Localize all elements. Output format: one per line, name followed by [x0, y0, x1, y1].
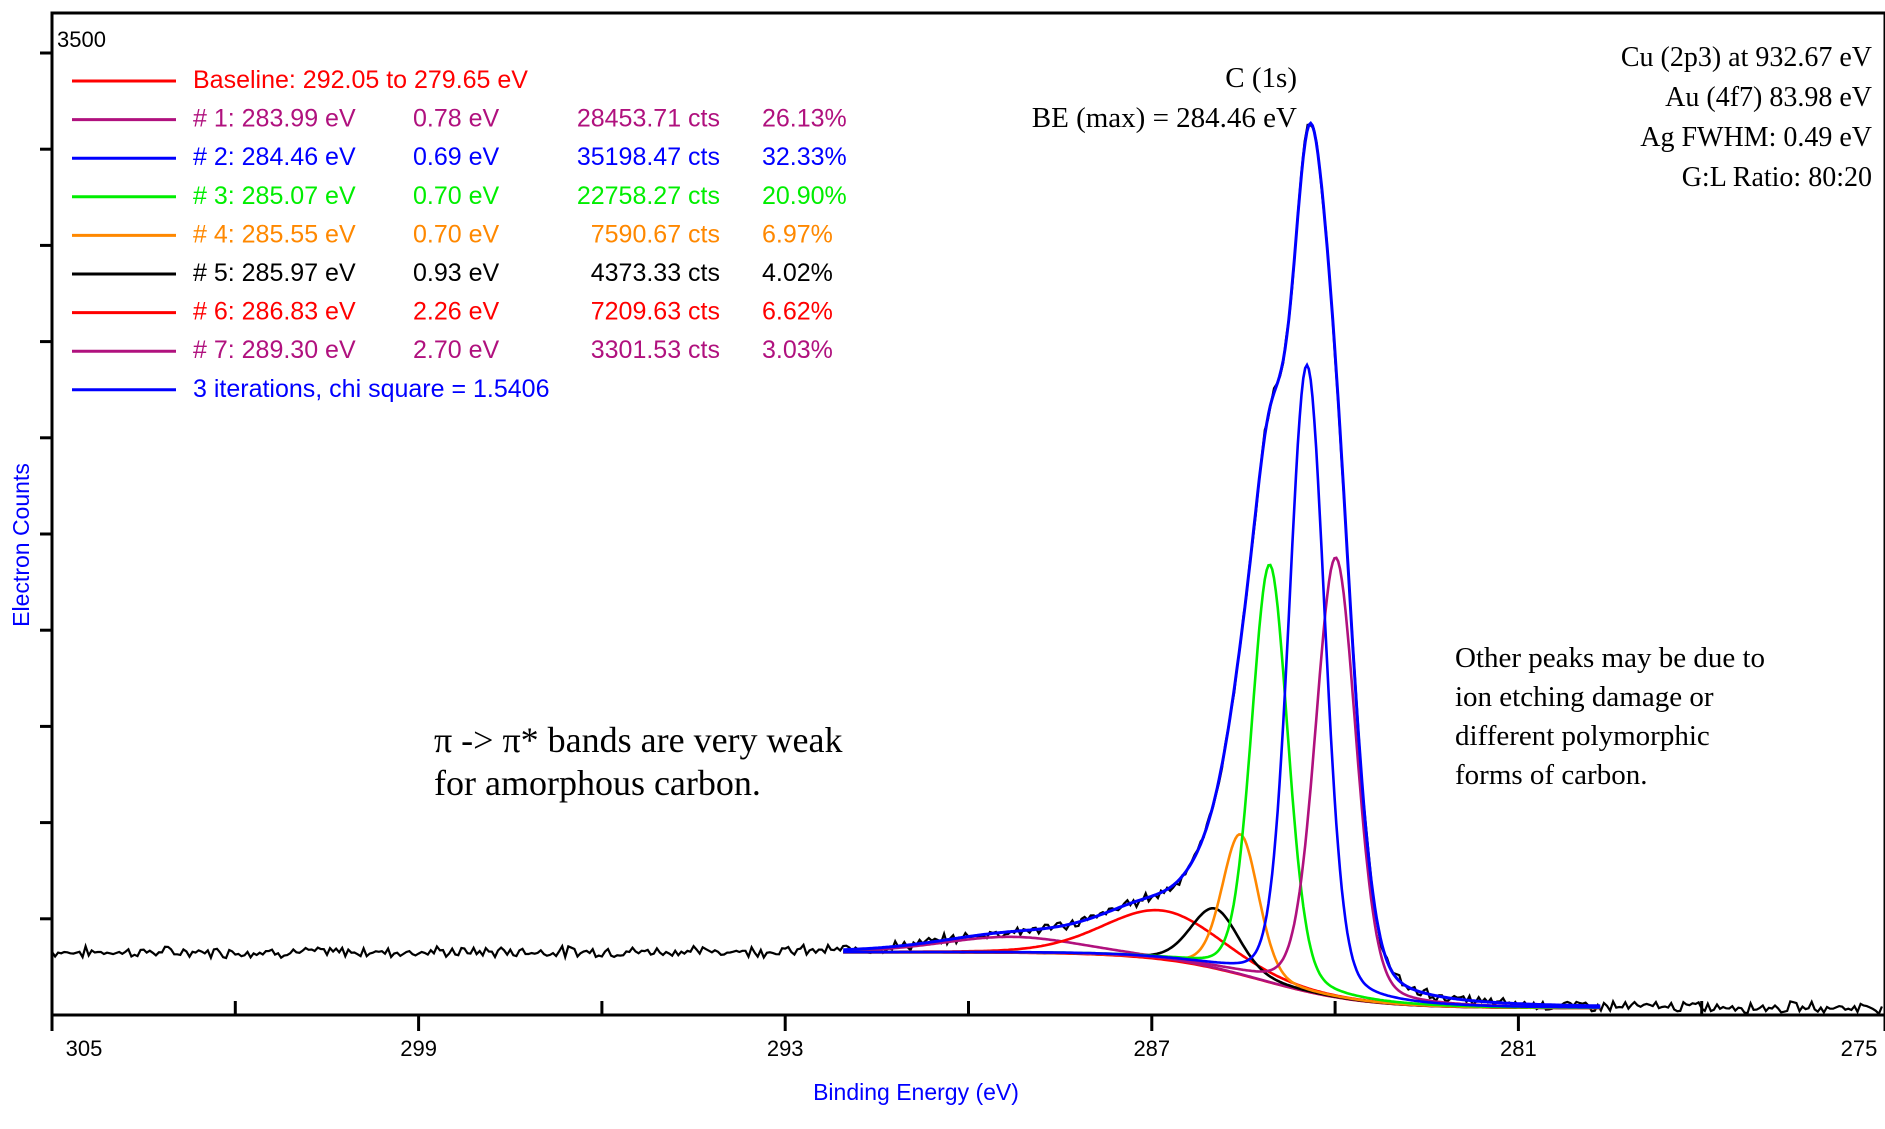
component-peak-2-line	[843, 362, 1601, 1009]
x-tick-label: 281	[1500, 1036, 1537, 1061]
peak-be-max: BE (max) = 284.46 eV	[1032, 102, 1297, 134]
legend-peak-7-fwhm: 2.70 eV	[413, 336, 500, 364]
x-tick-label: 275	[1841, 1036, 1878, 1061]
legend-peak-5-percent: 4.02%	[762, 259, 833, 287]
legend: Baseline: 292.05 to 279.65 eV # 1: 283.99…	[72, 66, 847, 403]
legend-peak-3-percent: 20.90%	[762, 182, 847, 210]
x-tick-label: 299	[400, 1036, 437, 1061]
x-tick-label: 305	[66, 1036, 103, 1061]
calibration-au: Au (4f7) 83.98 eV	[1665, 82, 1872, 113]
legend-baseline-label: Baseline: 292.05 to 279.65 eV	[193, 66, 528, 94]
x-axis-title: Binding Energy (eV)	[813, 1079, 1019, 1105]
legend-peak-2-center: # 2: 284.46 eV	[193, 143, 356, 171]
legend-peak-4-center: # 4: 285.55 eV	[193, 220, 356, 248]
legend-peak-2-fwhm: 0.69 eV	[413, 143, 500, 171]
annotation-pi-line1: π -> π* bands are very weak	[434, 720, 843, 760]
envelope-fit-line	[843, 121, 1601, 1008]
legend-envelope-label: 3 iterations, chi square = 1.5406	[193, 375, 549, 403]
legend-peak-1-center: # 1: 283.99 eV	[193, 105, 356, 133]
peak-title: C (1s)	[1225, 62, 1297, 94]
legend-peak-4-percent: 6.97%	[762, 220, 833, 248]
annotation-pi-line2: for amorphous carbon.	[434, 763, 761, 803]
calibration-cu: Cu (2p3) at 932.67 eV	[1621, 42, 1872, 73]
calibration-ag-fwhm: Ag FWHM: 0.49 eV	[1640, 122, 1872, 153]
component-peak-4-line	[843, 833, 1601, 1010]
x-tick-label: 287	[1133, 1036, 1170, 1061]
annotation-peaks-line3: different polymorphic	[1455, 720, 1710, 752]
legend-peak-1-fwhm: 0.78 eV	[413, 105, 500, 133]
legend-peak-7-area: 3301.53 cts	[591, 336, 720, 364]
legend-peak-2-area: 35198.47 cts	[577, 143, 720, 171]
x-tick-labels: 305 299 293 287 281 275	[66, 1036, 1878, 1061]
legend-peak-7-center: # 7: 289.30 eV	[193, 336, 356, 364]
legend-peak-2-percent: 32.33%	[762, 143, 847, 171]
fit-curves	[51, 121, 1883, 1016]
legend-peak-1-percent: 26.13%	[762, 105, 847, 133]
legend-peak-5-fwhm: 0.93 eV	[413, 259, 500, 287]
legend-peak-6-center: # 6: 286.83 eV	[193, 298, 356, 326]
raw-spectrum-line	[51, 123, 1883, 1016]
legend-peak-7-percent: 3.03%	[762, 336, 833, 364]
annotation-peaks-line2: ion etching damage or	[1455, 681, 1714, 713]
legend-peak-4-area: 7590.67 cts	[591, 220, 720, 248]
annotation-peaks-line1: Other peaks may be due to	[1455, 642, 1765, 674]
legend-peak-4-fwhm: 0.70 eV	[413, 220, 500, 248]
legend-peak-5-center: # 5: 285.97 eV	[193, 259, 356, 287]
legend-peak-6-area: 7209.63 cts	[591, 298, 720, 326]
annotation-peaks-line4: forms of carbon.	[1455, 759, 1647, 791]
legend-peak-3-center: # 3: 285.07 eV	[193, 182, 356, 210]
legend-peak-3-fwhm: 0.70 eV	[413, 182, 500, 210]
x-tick-label: 293	[767, 1036, 804, 1061]
calibration-gl-ratio: G:L Ratio: 80:20	[1682, 162, 1872, 193]
legend-peak-5-area: 4373.33 cts	[591, 259, 720, 287]
y-max-tick-label: 3500	[57, 27, 106, 52]
legend-peak-3-area: 22758.27 cts	[577, 182, 720, 210]
component-peak-6-line	[843, 908, 1601, 1010]
legend-peak-6-percent: 6.62%	[762, 298, 833, 326]
legend-peak-1-area: 28453.71 cts	[577, 105, 720, 133]
component-peak-5-line	[843, 906, 1601, 1010]
y-axis-title: Electron Counts	[8, 463, 34, 627]
legend-peak-6-fwhm: 2.26 eV	[413, 298, 500, 326]
axis-ticks	[40, 51, 1885, 1031]
